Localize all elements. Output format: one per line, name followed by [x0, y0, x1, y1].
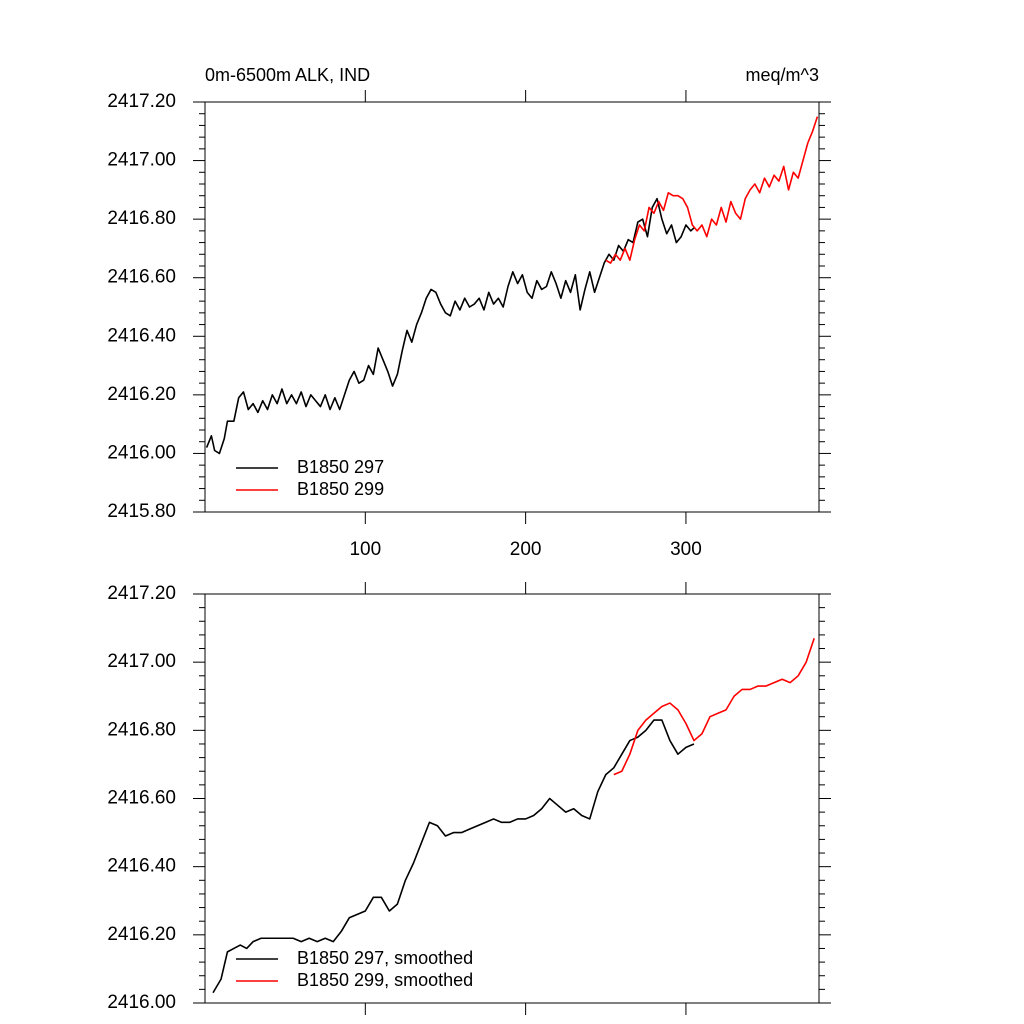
y-tick-label: 2416.60	[107, 788, 176, 809]
x-tick-label: 300	[670, 539, 702, 560]
legend-label: B1850 299	[297, 479, 384, 499]
y-tick-label: 2416.00	[107, 992, 176, 1013]
y-tick-label: 2415.80	[107, 501, 176, 522]
data-line	[605, 116, 819, 264]
data-line	[613, 638, 815, 776]
y-tick-label: 2416.40	[107, 325, 176, 346]
y-tick-label: 2417.00	[107, 651, 176, 672]
plot-frame	[204, 101, 820, 513]
legend-label: B1850 299, smoothed	[297, 970, 473, 990]
x-tick-label: 100	[349, 539, 381, 560]
data-line	[212, 719, 695, 994]
units-label: meq/m^3	[746, 65, 819, 85]
y-tick-label: 2416.20	[107, 924, 176, 945]
y-tick-label: 2416.80	[107, 719, 176, 740]
y-tick-label: 2416.00	[107, 442, 176, 463]
data-line	[205, 197, 695, 455]
legend-label: B1850 297	[297, 457, 384, 477]
y-tick-label: 2416.40	[107, 856, 176, 877]
y-tick-label: 2417.20	[107, 91, 176, 112]
y-tick-label: 2416.80	[107, 208, 176, 229]
chart-title: 0m-6500m ALK, IND	[205, 65, 370, 85]
y-tick-label: 2416.60	[107, 267, 176, 288]
x-tick-label: 200	[510, 539, 542, 560]
y-tick-label: 2416.20	[107, 384, 176, 405]
y-tick-label: 2417.00	[107, 150, 176, 171]
plot-frame	[204, 593, 820, 1004]
legend-label: B1850 297, smoothed	[297, 948, 473, 968]
y-tick-label: 2417.20	[107, 583, 176, 604]
